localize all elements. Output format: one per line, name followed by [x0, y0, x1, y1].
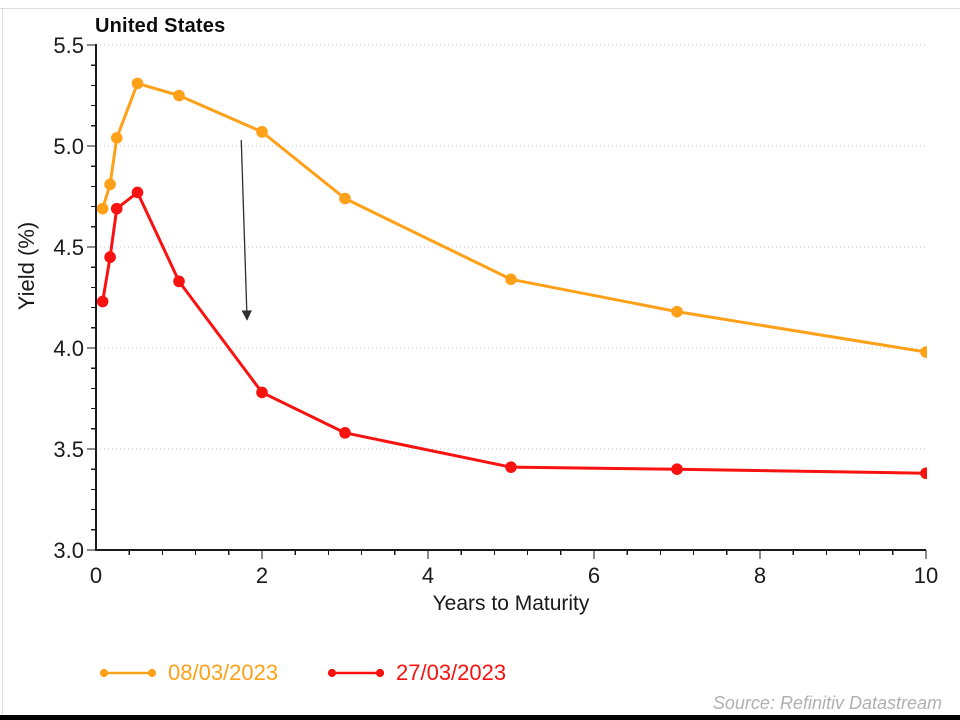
legend-item-series-1: 27/03/2023 — [327, 659, 506, 687]
x-tick-label: 2 — [256, 563, 268, 588]
x-tick-label: 0 — [90, 563, 102, 588]
x-tick-label: 4 — [422, 563, 434, 588]
y-tick-label: 4.0 — [53, 336, 84, 361]
drop-arrow-annotation — [240, 139, 252, 321]
data-point — [173, 275, 185, 288]
legend-label: 27/03/2023 — [396, 660, 507, 685]
legend-label: 08/03/2023 — [168, 660, 279, 685]
legend-item-series-0: 08/03/2023 — [99, 659, 278, 687]
data-point — [173, 89, 185, 102]
x-tick-label: 10 — [914, 563, 938, 588]
data-point — [104, 251, 116, 263]
data-point — [505, 461, 517, 473]
data-point — [920, 467, 927, 480]
data-point — [96, 295, 109, 308]
series-line — [101, 190, 927, 475]
source-note: Source: Refinitiv Datastream — [712, 693, 942, 713]
y-tick-label: 3.5 — [53, 437, 84, 462]
chart-legend: 08/03/2023 27/03/2023 — [0, 659, 960, 687]
data-point — [671, 305, 683, 318]
series-line — [101, 81, 927, 354]
data-point — [256, 126, 268, 138]
data-point — [671, 463, 683, 476]
left-hairline — [2, 8, 3, 715]
y-tick-label: 3.0 — [53, 538, 84, 563]
data-point — [339, 192, 351, 205]
y-tick-label: 5.0 — [53, 134, 84, 159]
data-point — [110, 202, 123, 215]
y-tick-label: 4.5 — [53, 235, 84, 260]
data-point — [131, 77, 144, 90]
bottom-border — [0, 715, 960, 720]
yield-curve-chart: 3.0 3.5 4.0 4.5 5.0 5.5 0 2 4 6 8 10 — [53, 33, 938, 588]
x-tick-label: 8 — [754, 563, 766, 588]
series-1 — [96, 186, 927, 480]
x-tick-label: 6 — [588, 563, 600, 588]
data-point — [96, 202, 109, 215]
data-point — [104, 178, 116, 191]
data-point — [920, 346, 927, 358]
data-point — [339, 427, 351, 439]
legend-line-marker-icon — [99, 668, 157, 678]
data-point — [256, 386, 268, 399]
y-tick-label: 5.5 — [53, 33, 84, 58]
series-0 — [96, 77, 927, 358]
chart-title: United States — [95, 15, 226, 37]
x-axis-title: Years to Maturity — [432, 592, 590, 615]
data-point — [131, 186, 144, 199]
legend-line-marker-icon — [327, 668, 385, 678]
data-point — [505, 273, 517, 286]
top-hairline — [0, 8, 960, 9]
data-point — [110, 132, 123, 144]
